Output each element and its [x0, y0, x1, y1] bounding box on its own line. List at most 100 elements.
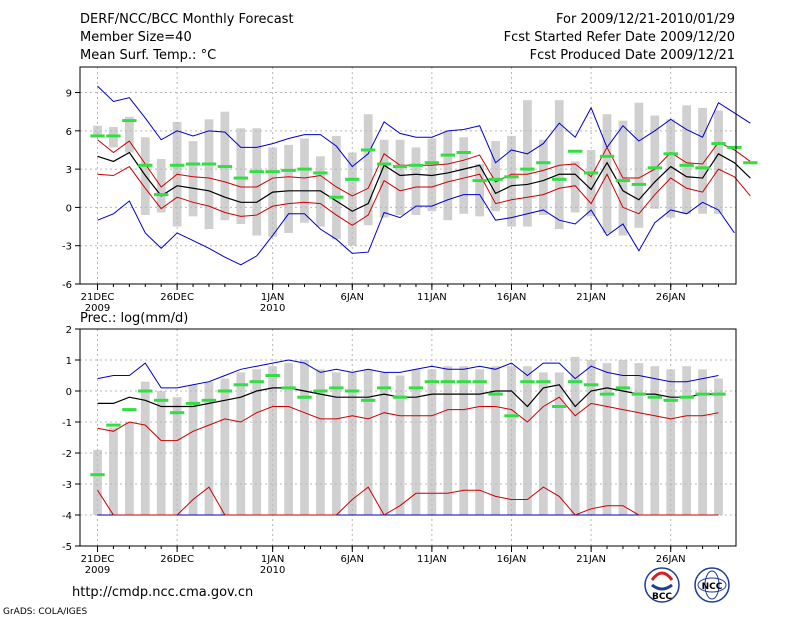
temp-spread-box — [475, 164, 485, 217]
prec-spread-box — [172, 397, 182, 515]
temp-ytick-label: -3 — [62, 242, 72, 253]
prec-green-marker — [249, 380, 264, 384]
prec-spread-box — [570, 356, 580, 515]
temp-green-marker — [472, 179, 487, 183]
prec-green-marker — [313, 389, 328, 393]
bcc-logo-text: BCC — [652, 592, 672, 602]
temp-xtick-label: 21DEC — [81, 292, 115, 303]
fcst-produced-label: Fcst Produced Date 2009/12/21 — [530, 48, 735, 63]
prec-green-marker — [265, 374, 280, 377]
prec-green-marker — [345, 389, 360, 393]
prec-spread-box — [698, 369, 707, 515]
prec-plot-frame — [79, 328, 737, 547]
prec-ytick-label: 1 — [66, 356, 72, 367]
prec-green-marker — [536, 380, 551, 384]
temperature-variable-label: Mean Surf. Temp.: °C — [80, 48, 216, 63]
temp-green-marker — [456, 151, 471, 155]
prec-green-marker — [201, 398, 217, 402]
temp-ytick-label: -6 — [62, 280, 72, 291]
temp-spread-box — [379, 139, 389, 218]
temp-green-marker — [297, 167, 312, 171]
temp-spread-box — [395, 139, 405, 216]
prec-spread-box — [316, 369, 325, 515]
prec-green-marker — [122, 408, 137, 412]
temp-green-marker — [329, 195, 344, 199]
prec-green-marker — [376, 386, 392, 390]
temp-green-marker — [615, 179, 631, 183]
prec-green-marker — [472, 380, 487, 384]
temp-blue-upper-line — [97, 85, 751, 168]
prec-green-marker — [329, 386, 344, 390]
prec-green-marker — [520, 380, 535, 384]
temp-xtick-label: 16JAN — [497, 292, 527, 303]
temp-spread-box — [682, 105, 692, 214]
prec-green-marker — [233, 383, 248, 387]
prec-spread-box — [379, 372, 389, 515]
prec-spread-box — [140, 381, 150, 515]
prec-spread-box — [666, 369, 676, 515]
prec-green-marker — [185, 401, 201, 405]
temp-xtick-label: 6JAN — [341, 292, 364, 303]
prec-spread-box — [300, 360, 309, 515]
temp-green-marker — [217, 165, 233, 169]
prec-spread-box — [586, 360, 596, 515]
prec-green-marker — [599, 392, 615, 396]
prec-spread-box — [347, 372, 357, 515]
prec-red-upper-line — [97, 396, 719, 442]
temp-spread-box — [698, 107, 707, 214]
temp-xtick-label: 26JAN — [656, 292, 686, 303]
prec-xtick-label: 21JAN — [576, 554, 606, 565]
temp-green-marker — [520, 167, 535, 171]
temp-spread-box — [156, 158, 166, 213]
prec-green-marker — [679, 395, 694, 399]
temp-green-marker — [504, 175, 519, 179]
prec-xtick-label: 16JAN — [497, 554, 527, 565]
temp-spread-box — [93, 125, 102, 138]
temp-xtick-year: 2009 — [85, 303, 110, 314]
prec-xtick-label: 6JAN — [341, 554, 364, 565]
temp-spread-box — [523, 100, 532, 227]
prec-spread-box — [523, 366, 532, 515]
prec-green-marker — [106, 423, 121, 427]
prec-ensemble-mean-line — [97, 384, 719, 408]
prec-ytick-label: -2 — [62, 449, 72, 460]
prec-spread-box — [618, 360, 628, 515]
prec-ytick-label: -5 — [62, 542, 72, 553]
temp-spread-box — [554, 100, 564, 230]
temp-green-marker — [568, 149, 583, 153]
temp-ytick-label: 0 — [66, 203, 72, 214]
temp-green-marker — [743, 161, 758, 165]
prec-spread-box — [109, 428, 118, 515]
prec-spread-box — [427, 369, 437, 515]
temp-spread-box — [331, 135, 341, 240]
prec-xtick-year: 2010 — [260, 565, 285, 576]
prec-ytick-label: 2 — [66, 325, 72, 336]
temp-green-marker — [122, 119, 137, 123]
prec-green-marker — [695, 392, 710, 396]
prec-blue-upper-line — [97, 359, 719, 389]
temp-xtick-label: 1JAN — [261, 292, 284, 303]
temp-spread-box — [650, 115, 660, 209]
temp-green-marker — [249, 170, 264, 174]
temp-green-marker — [440, 153, 455, 157]
temp-green-marker — [488, 177, 503, 181]
temp-green-marker — [376, 162, 392, 166]
temp-ensemble-mean-line — [97, 151, 751, 212]
temp-green-marker — [536, 161, 551, 165]
temp-spread-box — [347, 152, 357, 246]
temp-ytick-label: 3 — [66, 165, 72, 176]
temp-spread-box — [634, 102, 644, 228]
prec-green-marker — [90, 473, 105, 477]
temp-green-marker — [424, 161, 440, 165]
chart-title: DERF/NCC/BCC Monthly Forecast — [80, 12, 294, 27]
temp-red-lower-line — [97, 165, 751, 226]
temp-green-marker — [281, 168, 296, 172]
temp-spread-box — [443, 130, 453, 221]
temp-spread-box — [124, 116, 134, 153]
prec-spread-box — [714, 378, 723, 515]
temp-green-marker — [679, 163, 694, 167]
prec-green-marker — [392, 395, 408, 399]
temp-spread-box — [300, 138, 309, 223]
